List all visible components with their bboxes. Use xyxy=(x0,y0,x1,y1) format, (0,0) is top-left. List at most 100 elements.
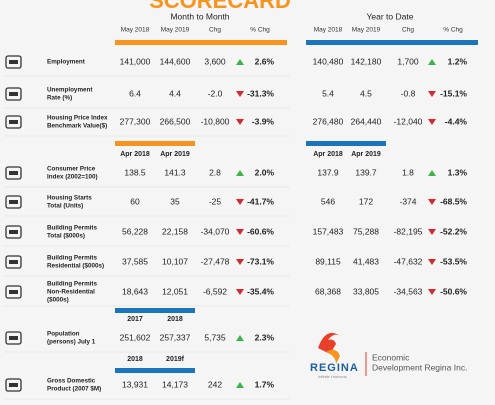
pct-change: 2.6% xyxy=(255,56,275,66)
row-icon xyxy=(5,285,22,299)
arrow-up xyxy=(428,59,436,65)
period-header: 2017 xyxy=(127,316,143,323)
row-label: Benchmark Value($) xyxy=(47,123,107,130)
cell: 276,480 xyxy=(313,116,344,126)
column-header: % Chg xyxy=(443,27,463,34)
cell: -27,478 xyxy=(201,256,230,266)
pct-change: -15.1% xyxy=(440,88,467,98)
cell: 172 xyxy=(359,196,373,206)
arrow-down xyxy=(236,289,244,295)
row-icon xyxy=(5,255,22,269)
logo-name: REGINA xyxy=(310,362,359,374)
logo: REGINA Infinite Horizons Economic Develo… xyxy=(310,332,467,379)
cell: 266,500 xyxy=(160,116,191,126)
cell: -6,592 xyxy=(203,286,227,296)
cell: -82,195 xyxy=(394,226,423,236)
cell: 75,288 xyxy=(353,226,379,236)
row-icon xyxy=(9,92,18,96)
period-bar xyxy=(115,308,195,313)
pct-change: 1.3% xyxy=(448,167,468,177)
column-header: May 2019 xyxy=(161,27,190,34)
cell: 56,228 xyxy=(122,226,148,236)
row-icon xyxy=(9,60,18,64)
logo-org: Development Regina Inc. xyxy=(372,362,467,372)
pct-change: -3.9% xyxy=(252,116,275,126)
cell: 137.9 xyxy=(317,167,339,177)
row-label: Housing Starts xyxy=(47,195,92,202)
arrow-down xyxy=(428,91,436,97)
arrow-down xyxy=(236,259,244,265)
row-icon xyxy=(9,383,18,387)
cell: 257,337 xyxy=(160,332,191,342)
cell: 18,643 xyxy=(122,286,148,296)
row-label: Rate (%) xyxy=(47,95,72,102)
arrow-up xyxy=(236,59,244,65)
cell: -34,563 xyxy=(394,286,423,296)
row-label: Product (2007 $M) xyxy=(47,386,101,393)
row-label: Housing Price Index xyxy=(47,115,108,122)
cell: 6.4 xyxy=(129,88,141,98)
column-header: May 2018 xyxy=(121,27,150,34)
cell: 41,483 xyxy=(353,256,379,266)
cell: 68,368 xyxy=(315,286,341,296)
row-label: Building Permits xyxy=(47,281,98,288)
row-label: Consumer Price xyxy=(47,166,96,173)
pct-change: -50.6% xyxy=(440,286,467,296)
ytd-bar xyxy=(306,40,478,45)
cell: -34,070 xyxy=(201,226,230,236)
pct-change: 2.3% xyxy=(255,332,275,342)
cell: -2.0 xyxy=(208,88,223,98)
row-label: Index (2002=100) xyxy=(47,174,98,181)
row-icon xyxy=(5,115,22,129)
cell: 251,602 xyxy=(120,332,151,342)
cell: 2.8 xyxy=(209,167,221,177)
pct-change: 2.0% xyxy=(255,167,275,177)
row-icon xyxy=(5,378,22,392)
row-icon xyxy=(5,195,22,209)
cell: 89,115 xyxy=(315,256,341,266)
row-icon xyxy=(5,225,22,239)
arrow-up xyxy=(428,170,436,176)
period-bar xyxy=(115,368,195,373)
row-label: Residential ($000s) xyxy=(47,263,104,270)
period-bar xyxy=(115,141,195,146)
period-header: Apr 2019 xyxy=(351,151,381,158)
pct-change: -60.6% xyxy=(247,226,274,236)
row-label: Unemployment xyxy=(47,87,93,94)
row-label: Total ($000s) xyxy=(47,233,85,240)
row-icon xyxy=(5,87,22,101)
cell: 5.4 xyxy=(322,88,334,98)
ytd-header: Year to Date xyxy=(367,11,414,21)
row-label: (persons) July 1 xyxy=(47,339,96,346)
period-header: Apr 2018 xyxy=(313,151,343,158)
cell: 10,107 xyxy=(162,256,188,266)
cell: 1.8 xyxy=(402,167,414,177)
arrow-up xyxy=(236,382,244,388)
cell: 140,480 xyxy=(313,56,344,66)
period-header: Apr 2018 xyxy=(120,151,150,158)
pct-change: -41.7% xyxy=(247,196,274,206)
row-label: Population xyxy=(47,331,80,338)
pct-change: -53.5% xyxy=(440,256,467,266)
row-icon xyxy=(9,336,18,340)
cell: 264,440 xyxy=(351,116,382,126)
row-icon xyxy=(9,290,18,294)
pct-change: 1.7% xyxy=(255,379,275,389)
cell: 35 xyxy=(170,196,180,206)
cell: 144,600 xyxy=(160,56,191,66)
cell: -374 xyxy=(399,196,416,206)
cell: 4.4 xyxy=(169,88,181,98)
mtm-header: Month to Month xyxy=(170,11,229,21)
arrow-down xyxy=(428,289,436,295)
cell: 546 xyxy=(321,196,335,206)
pct-change: -4.4% xyxy=(445,116,468,126)
arrow-up xyxy=(236,170,244,176)
column-header: Chg xyxy=(402,27,414,34)
row-icon xyxy=(5,166,22,180)
cell: 139.7 xyxy=(355,167,377,177)
mtm-bar xyxy=(115,40,287,45)
arrow-down xyxy=(236,119,244,125)
arrow-down xyxy=(236,229,244,235)
period-header: 2018 xyxy=(167,316,183,323)
